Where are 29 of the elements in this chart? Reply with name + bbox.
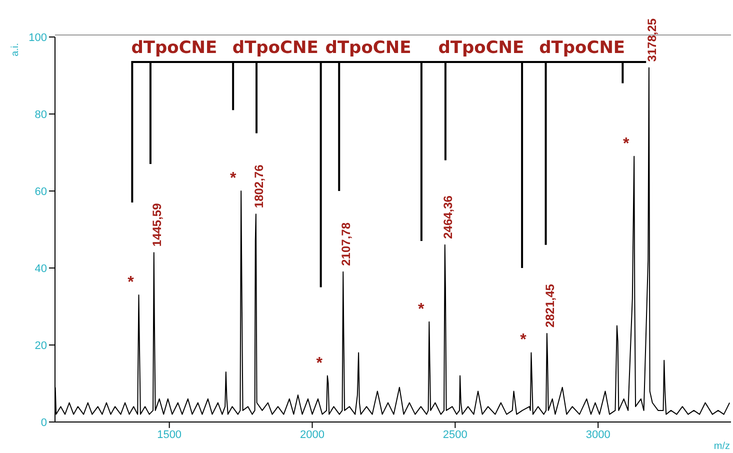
annotation: 1445,59 xyxy=(150,202,164,247)
y-tick-label: 60 xyxy=(34,186,47,198)
annotation: 1802,76 xyxy=(252,164,266,208)
annotation: 2464,36 xyxy=(440,195,455,239)
annotation: dTpoCNE xyxy=(131,38,218,58)
y-tick-label: 40 xyxy=(34,262,47,275)
annotation: dTpoCNE xyxy=(438,38,524,58)
annotation: * xyxy=(230,170,237,187)
annotation: * xyxy=(418,300,426,318)
y-axis-title: a.i. xyxy=(10,43,21,56)
annotation: 3178,25 xyxy=(644,18,659,62)
annotation: * xyxy=(316,354,324,372)
annotation: * xyxy=(520,332,528,349)
y-tick-label: 80 xyxy=(34,108,47,121)
annotation: * xyxy=(128,274,135,291)
x-tick-label: 3000 xyxy=(586,428,610,441)
annotation: dTpoCNE xyxy=(325,38,412,58)
x-tick-label: 2500 xyxy=(442,428,468,441)
annotation: dTpoCNE xyxy=(232,38,318,58)
y-tick-label: 100 xyxy=(28,32,47,44)
annotation: 2107,78 xyxy=(339,222,354,266)
annotation: 2821,45 xyxy=(542,284,557,328)
x-tick-label: 2000 xyxy=(300,428,324,441)
x-tick-label: 1500 xyxy=(157,428,182,441)
x-axis-title: m/z xyxy=(714,441,730,452)
annotation: * xyxy=(622,135,630,152)
annotation: dTpoCNE xyxy=(539,38,626,58)
y-tick-label: 0 xyxy=(40,416,47,429)
y-tick-label: 20 xyxy=(34,340,47,352)
